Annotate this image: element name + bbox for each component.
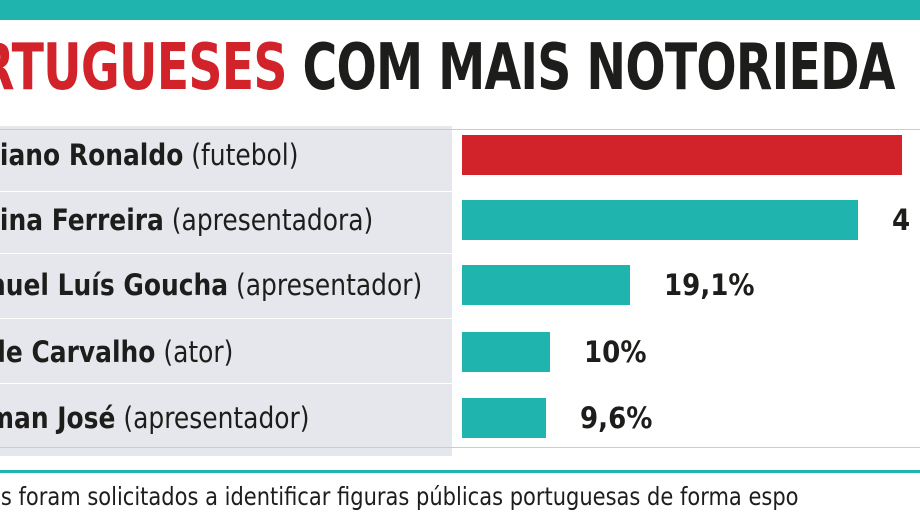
row-divider [0, 129, 920, 130]
chart-title: RTUGUESES COM MAIS NOTORIEDA [0, 28, 895, 108]
category-name: man José [0, 401, 116, 435]
category-name: nuel Luís Goucha [0, 268, 229, 302]
label-panel [0, 126, 452, 456]
bar [462, 265, 631, 305]
category-label: nuel Luís Goucha (apresentador) [0, 265, 422, 305]
bar [462, 398, 547, 438]
category-label: tiano Ronaldo (futebol) [0, 135, 298, 175]
category-role: (apresentador) [228, 268, 423, 302]
category-role: (apresentadora) [163, 203, 374, 237]
category-label: tina Ferreira (apresentadora) [0, 200, 373, 240]
bar [462, 332, 550, 372]
row-divider [0, 447, 920, 448]
category-name: tina Ferreira [0, 203, 164, 237]
value-label: 9,6% [580, 401, 653, 435]
row-divider [0, 318, 920, 319]
category-label: de Carvalho (ator) [0, 332, 233, 372]
chart-title-rest: COM MAIS NOTORIEDA [302, 31, 895, 105]
category-role: (apresentador) [115, 401, 310, 435]
chart-title-highlight: RTUGUESES [0, 31, 287, 105]
row-divider [0, 383, 920, 384]
value-label: 19,1% [664, 268, 755, 302]
category-role: (ator) [155, 335, 234, 369]
value-label: 10% [584, 335, 647, 369]
row-divider [0, 191, 920, 192]
category-label: man José (apresentador) [0, 398, 310, 438]
footnote: os foram solicitados a identificar figur… [0, 482, 799, 511]
bottom-rule [0, 470, 920, 473]
category-name: tiano Ronaldo [0, 138, 184, 172]
value-label: 4 [892, 203, 911, 237]
bar [462, 135, 902, 175]
row-divider [0, 253, 920, 254]
bar [462, 200, 858, 240]
category-role: (futebol) [183, 138, 299, 172]
top-accent-band [0, 0, 920, 20]
category-name: de Carvalho [0, 335, 156, 369]
